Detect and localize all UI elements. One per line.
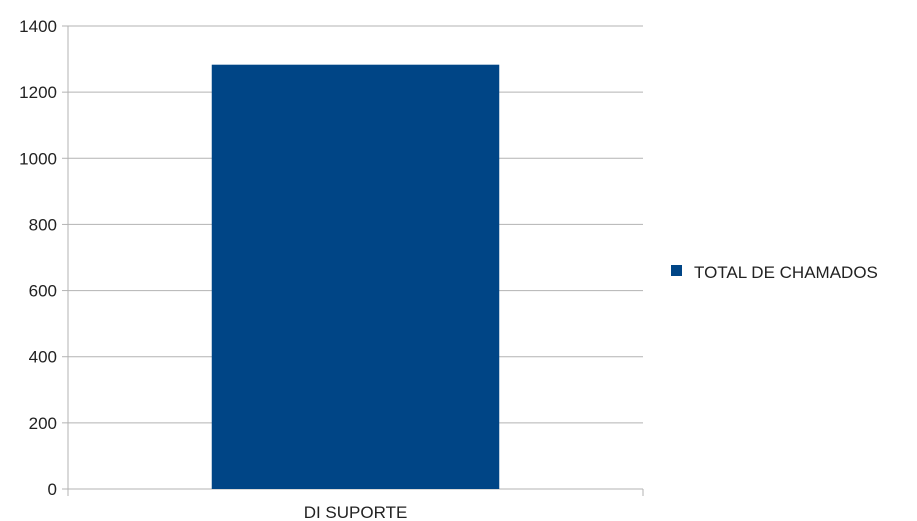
legend: TOTAL DE CHAMADOS — [671, 263, 878, 282]
y-tick-label: 1000 — [19, 149, 57, 168]
y-tick-label: 1200 — [19, 83, 57, 102]
y-tick-label: 200 — [29, 414, 57, 433]
x-tick-label: DI SUPORTE — [304, 503, 408, 521]
legend-label: TOTAL DE CHAMADOS — [694, 263, 878, 282]
y-tick-label: 800 — [29, 215, 57, 234]
legend-swatch — [671, 265, 682, 276]
y-tick-label: 600 — [29, 282, 57, 301]
bar — [211, 64, 500, 489]
y-tick-label: 400 — [29, 348, 57, 367]
tick-labels: 0 200 400 600 800 1000 1200 1400 DI SUPORTE — [19, 17, 407, 521]
y-tick-label: 1400 — [19, 17, 57, 36]
bars — [211, 64, 500, 489]
y-tick-label: 0 — [48, 480, 57, 499]
